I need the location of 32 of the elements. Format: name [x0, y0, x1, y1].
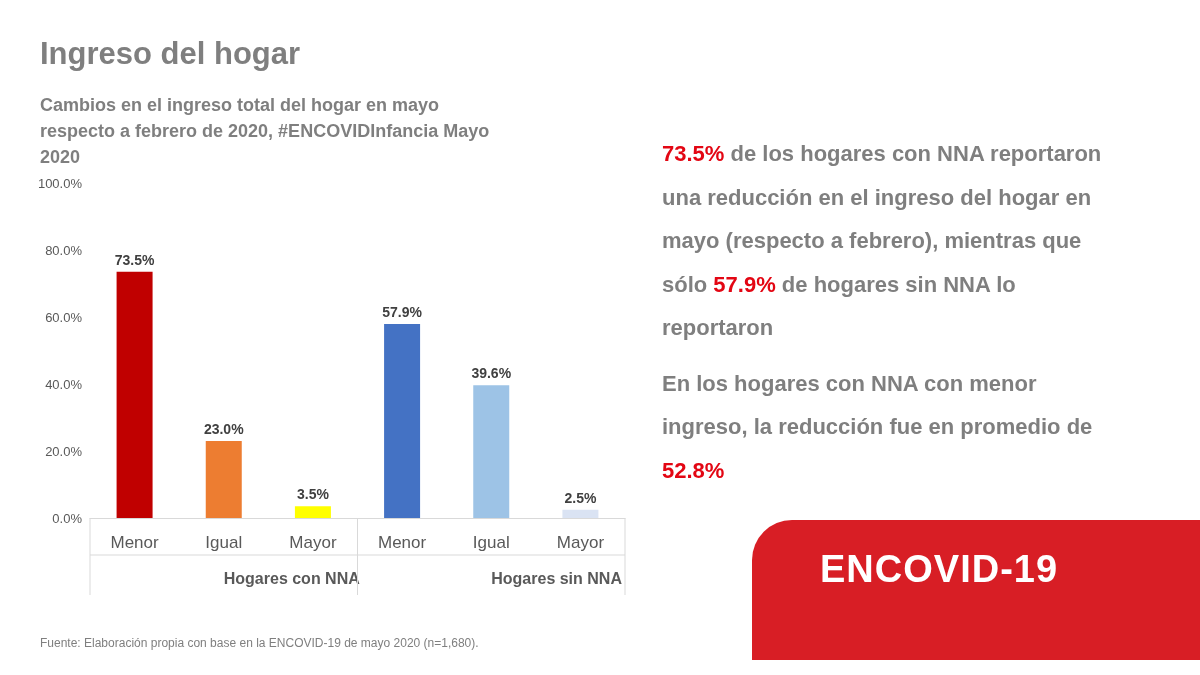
text: Hogares sin NNA [491, 569, 623, 587]
data-label: 57.9% [382, 304, 423, 321]
bar [562, 509, 599, 518]
data-label: 3.5% [296, 486, 330, 503]
text: 73.5% de los hogares con NNA reportaron una reducción en el ingreso del hogar en mayo (respecto a febrero), mientras que sólo 57.9% de hogares sin NNA lo reportaron [662, 141, 1102, 340]
bar [116, 271, 153, 518]
x-tick-label: Mayor [289, 533, 337, 552]
x-tick-label: Menor [377, 533, 427, 552]
data-label: 73.5% [114, 251, 155, 268]
y-tick-label: 60.0% [45, 309, 83, 325]
bar [384, 324, 421, 518]
x-tick-label: Mayor [556, 533, 605, 552]
y-tick-label: 80.0% [45, 242, 83, 258]
y-tick-label: 20.0% [45, 443, 83, 459]
source-note: Fuente: Elaboración propia con base en la ENCOVID-19 de mayo 2020 (n=1,680). [40, 636, 479, 650]
bar [294, 506, 331, 518]
text: Hogares con NNA [223, 569, 361, 587]
x-tick-label: Igual [205, 533, 243, 552]
data-label: 39.6% [471, 365, 512, 382]
chart-title: Ingreso del hogar [40, 36, 301, 72]
data-label: 2.5% [564, 489, 597, 506]
y-tick-label: 100.0% [37, 175, 83, 191]
y-tick-label: 0.0% [52, 510, 83, 526]
bar [205, 440, 242, 518]
bar [473, 385, 510, 518]
text: En los hogares con NNA con menor ingreso, la reducción fue en promedio de 52.8% [662, 370, 1093, 483]
x-tick-label: Igual [472, 533, 510, 552]
data-label: 23.0% [203, 420, 245, 437]
x-tick-label: Menor [110, 533, 160, 552]
chart-subtitle: Cambios en el ingreso total del hogar en mayo respecto a febrero de 2020, #ENCOVIDInfancia Mayo 2020 [40, 94, 490, 169]
y-tick-label: 40.0% [45, 376, 83, 392]
text: ENCOVID-19 [820, 548, 1059, 591]
